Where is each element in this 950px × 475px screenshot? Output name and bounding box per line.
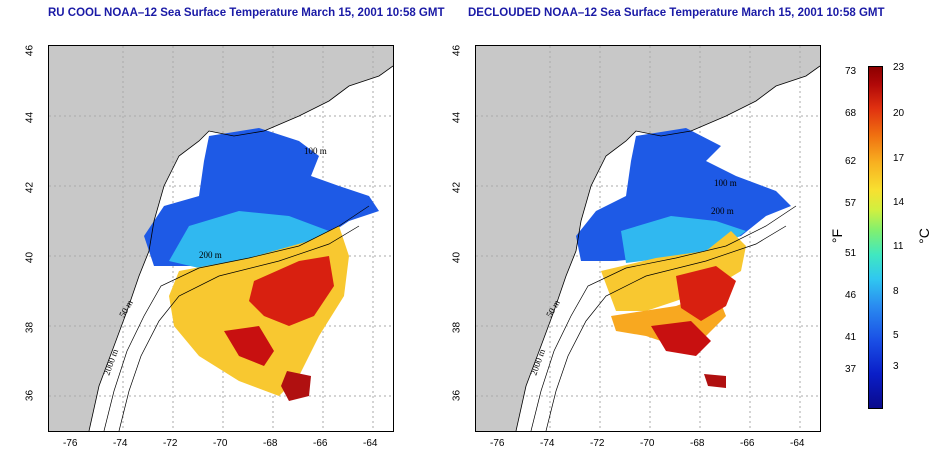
sst-cyan-region [621, 216, 746, 263]
y-tick-label: 46 [24, 44, 36, 57]
sst-cold-region [576, 128, 791, 261]
x-tick-label: -74 [113, 438, 128, 449]
right-sst-map: 100 m 200 m 50 m 2000 m [475, 45, 821, 432]
sst-hot-region-south [651, 321, 711, 356]
sst-hot-region-south [224, 326, 274, 366]
fahrenheit-unit-label: °F [829, 228, 846, 244]
coastline [515, 65, 820, 431]
x-tick-label: -66 [740, 438, 755, 449]
contour-label: 100 m [714, 178, 737, 188]
fahrenheit-tick: 57 [845, 198, 857, 209]
fahrenheit-tick: 62 [845, 156, 857, 167]
land-mass [476, 46, 820, 431]
x-tick-label: -68 [690, 438, 705, 449]
x-tick-label: -76 [63, 438, 78, 449]
celsius-tick: 3 [893, 361, 899, 372]
y-tick-label: 44 [451, 111, 463, 124]
left-panel-title: RU COOL NOAA–12 Sea Surface Temperature … [48, 7, 445, 19]
y-tick-label: 44 [24, 111, 36, 124]
contour-label: 200 m [199, 250, 222, 260]
fahrenheit-tick: 68 [845, 108, 857, 119]
celsius-tick: 5 [893, 330, 899, 341]
celsius-tick: 14 [893, 197, 905, 208]
y-tick-label: 36 [451, 389, 463, 402]
right-map-canvas: 100 m 200 m 50 m 2000 m [476, 46, 820, 431]
y-tick-label: 40 [451, 251, 463, 264]
sst-hot-region [676, 266, 736, 321]
contour-label: 100 m [304, 146, 327, 156]
land-mass [49, 46, 393, 431]
contour-label: 200 m [711, 206, 734, 216]
y-tick-label: 42 [24, 181, 36, 194]
x-tick-label: -66 [313, 438, 328, 449]
y-tick-label: 38 [451, 321, 463, 334]
sst-hot-region [249, 256, 334, 326]
fahrenheit-tick: 46 [845, 290, 857, 301]
fahrenheit-tick: 37 [845, 364, 857, 375]
x-tick-label: -76 [490, 438, 505, 449]
celsius-tick: 20 [893, 108, 905, 119]
sst-hot-patch [281, 371, 311, 401]
sst-hot-patch [704, 374, 726, 388]
celsius-tick: 17 [893, 153, 905, 164]
left-map-canvas: 100 m 200 m 50 m 2000 m [49, 46, 393, 431]
celsius-tick: 23 [893, 62, 905, 73]
y-tick-label: 36 [24, 389, 36, 402]
x-tick-label: -70 [213, 438, 228, 449]
bathymetry-contour-deep [118, 225, 360, 431]
x-tick-label: -74 [540, 438, 555, 449]
coastline [88, 65, 393, 431]
x-tick-label: -72 [163, 438, 178, 449]
y-tick-label: 42 [451, 181, 463, 194]
bathymetry-contour [530, 205, 797, 431]
fahrenheit-tick: 41 [845, 332, 857, 343]
right-panel-title: DECLOUDED NOAA–12 Sea Surface Temperatur… [468, 7, 885, 19]
celsius-tick: 11 [893, 241, 904, 252]
y-tick-label: 40 [24, 251, 36, 264]
sst-warm-region [601, 231, 746, 311]
bathymetry-contour-deep [545, 225, 787, 431]
left-sst-map: 100 m 200 m 50 m 2000 m [48, 45, 394, 432]
fahrenheit-tick: 51 [845, 248, 857, 259]
temperature-colorbar [868, 66, 883, 409]
celsius-tick: 8 [893, 286, 899, 297]
bathymetry-contour [103, 205, 370, 431]
x-tick-label: -70 [640, 438, 655, 449]
y-tick-label: 38 [24, 321, 36, 334]
celsius-unit-label: °C [915, 228, 932, 244]
x-tick-label: -72 [590, 438, 605, 449]
x-tick-label: -68 [263, 438, 278, 449]
x-tick-label: -64 [363, 438, 378, 449]
fahrenheit-tick: 73 [845, 66, 857, 77]
x-tick-label: -64 [790, 438, 805, 449]
y-tick-label: 46 [451, 44, 463, 57]
